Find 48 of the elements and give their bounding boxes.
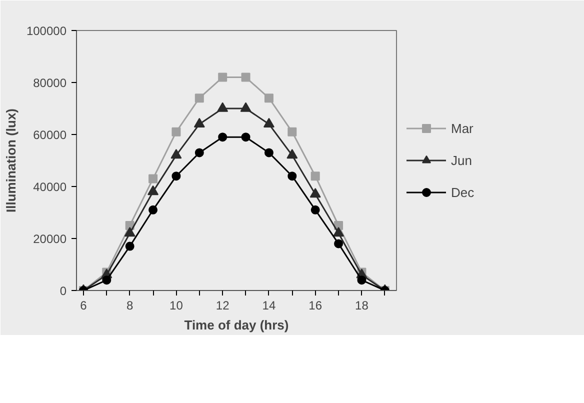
y-axis-title: Illumination (lux) xyxy=(3,108,18,212)
point xyxy=(125,242,134,251)
point xyxy=(194,118,205,128)
x-tick-label: 10 xyxy=(170,298,184,312)
x-tick-label: 16 xyxy=(308,298,322,312)
point xyxy=(170,149,182,159)
point xyxy=(217,102,228,112)
y-tick-label: 40000 xyxy=(33,180,67,194)
x-tick-label: 12 xyxy=(216,298,230,312)
y-tick-label: 0 xyxy=(60,284,67,298)
point xyxy=(288,127,297,136)
y-tick-label: 80000 xyxy=(33,76,67,90)
point xyxy=(240,102,252,112)
x-tick-label: 14 xyxy=(262,298,276,312)
point xyxy=(310,172,320,181)
point xyxy=(264,148,274,158)
point xyxy=(172,127,181,136)
point xyxy=(148,174,158,184)
point xyxy=(286,149,298,159)
x-tick-label: 8 xyxy=(126,298,134,312)
point xyxy=(333,227,344,237)
point xyxy=(288,172,297,181)
point xyxy=(310,188,321,198)
point xyxy=(218,72,228,82)
x-tick-label: 18 xyxy=(355,298,369,312)
point xyxy=(172,172,181,181)
point xyxy=(148,205,158,214)
point xyxy=(334,239,344,248)
point xyxy=(218,132,228,142)
legend-label: Jun xyxy=(451,152,472,168)
point xyxy=(263,118,274,128)
point xyxy=(124,227,136,237)
legend-label: Mar xyxy=(451,120,474,136)
legend-label: Dec xyxy=(451,184,474,200)
point xyxy=(148,185,159,196)
y-tick-label: 60000 xyxy=(33,128,67,142)
point xyxy=(357,276,366,285)
point xyxy=(310,205,320,214)
x-axis-title: Time of day (hrs) xyxy=(184,318,289,332)
point xyxy=(194,94,204,103)
point xyxy=(241,132,250,142)
point xyxy=(194,148,204,158)
y-tick-label: 20000 xyxy=(33,232,67,246)
y-tick-label: 100000 xyxy=(26,24,67,38)
point xyxy=(102,276,112,285)
point xyxy=(264,94,274,103)
x-tick-label: 6 xyxy=(80,298,88,312)
point xyxy=(241,72,250,82)
